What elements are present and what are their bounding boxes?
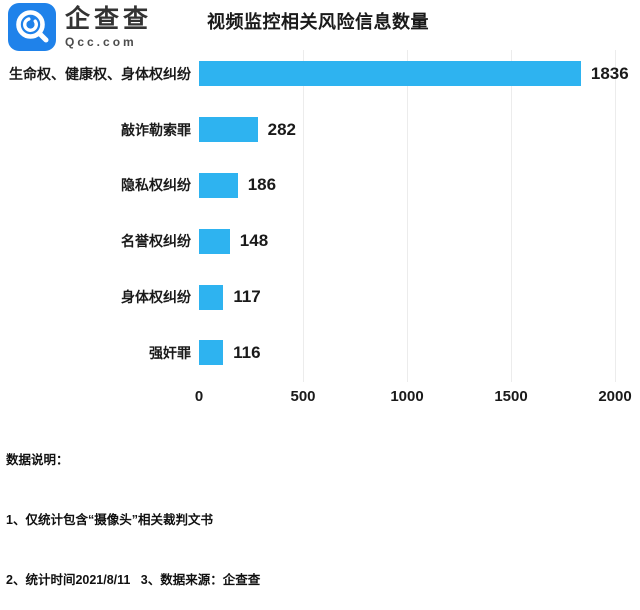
bar-track: 1836 — [199, 46, 640, 102]
bar — [199, 284, 224, 310]
bar-row: 敲诈勒索罪 282 — [0, 102, 640, 158]
chart-rows: 生命权、健康权、身体权纠纷 1836 敲诈勒索罪 282 隐私权纠纷 186 名誉权纠纷 14… — [0, 46, 640, 381]
qcc-logo-icon — [8, 3, 56, 51]
x-tick-label: 1000 — [390, 388, 424, 405]
note-line-1: 1、仅统计包含“摄像头”相关裁判文书 — [6, 513, 213, 527]
category-label: 生命权、健康权、身体权纠纷 — [9, 65, 191, 82]
x-tick-label: 500 — [290, 388, 316, 405]
bar — [199, 172, 238, 198]
bar-track: 117 — [199, 269, 640, 325]
category-label: 身体权纠纷 — [121, 289, 191, 306]
bar-value-label: 148 — [239, 231, 269, 251]
brand: 企查查 Qcc.com — [8, 3, 152, 51]
bar-value-label: 282 — [267, 119, 297, 139]
chart-title: 视频监控相关风险信息数量 — [207, 12, 429, 32]
brand-text: 企查查 Qcc.com — [65, 5, 152, 50]
bar — [199, 61, 581, 87]
bar-row: 强奸罪 116 — [0, 325, 640, 381]
bar-row: 身体权纠纷 117 — [0, 269, 640, 325]
x-tick-label: 0 — [194, 388, 204, 405]
brand-name: 企查查 — [65, 4, 153, 33]
x-axis: 0 500 1000 1500 2000 — [0, 388, 640, 406]
bar-track: 148 — [199, 213, 640, 269]
bar-row: 隐私权纠纷 186 — [0, 158, 640, 214]
bar-value-label: 1836 — [590, 63, 629, 83]
bar — [199, 117, 258, 143]
data-notes: 数据说明： 1、仅统计包含“摄像头”相关裁判文书 2、统计时间2021/8/11… — [6, 410, 260, 610]
bar-track: 116 — [199, 325, 640, 381]
category-label: 强奸罪 — [149, 344, 191, 361]
bar-value-label: 186 — [247, 175, 277, 195]
bar — [199, 228, 230, 254]
brand-domain: Qcc.com — [65, 35, 137, 50]
notes-heading: 数据说明： — [6, 453, 69, 467]
category-label: 敲诈勒索罪 — [121, 121, 191, 138]
category-label: 隐私权纠纷 — [121, 177, 191, 194]
x-tick-label: 1500 — [494, 388, 528, 405]
bar-track: 186 — [199, 158, 640, 214]
bar — [199, 340, 224, 366]
x-tick-label: 2000 — [598, 388, 632, 405]
bar-value-label: 117 — [233, 287, 261, 307]
bar-track: 282 — [199, 102, 640, 158]
bar-row: 名誉权纠纷 148 — [0, 213, 640, 269]
bar-value-label: 116 — [233, 342, 261, 362]
note-line-2: 2、统计时间2021/8/11 3、数据来源：企查查 — [6, 573, 261, 587]
category-label: 名誉权纠纷 — [121, 233, 191, 250]
bar-row: 生命权、健康权、身体权纠纷 1836 — [0, 46, 640, 102]
